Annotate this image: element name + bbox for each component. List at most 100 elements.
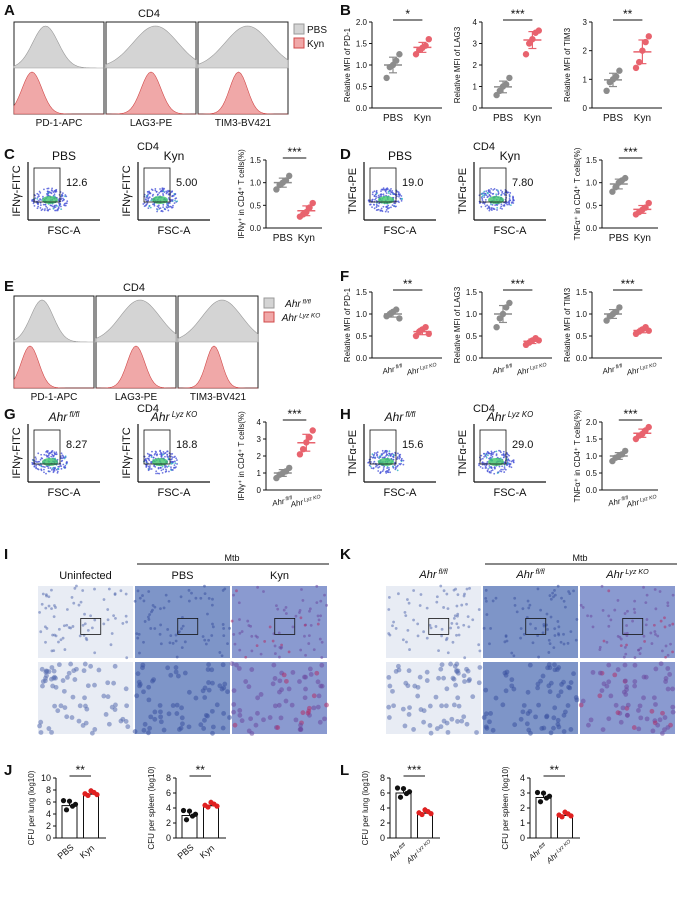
I-tissue-cell xyxy=(109,643,113,647)
K-tissue-cell xyxy=(653,702,658,707)
H-flow-event xyxy=(399,456,401,459)
I-tissue-cell xyxy=(62,705,68,710)
K-tissue-cell xyxy=(671,622,675,626)
C-flow-event xyxy=(44,203,47,206)
D-flow-event xyxy=(380,195,383,198)
I-tissue-cell xyxy=(45,594,48,598)
B3-ytick-label-2: 2 xyxy=(583,47,588,56)
H-flow-event xyxy=(388,452,391,455)
I-tissue-cell xyxy=(298,611,301,614)
K-tissue-cell xyxy=(551,715,557,721)
E-legend-swatch-1 xyxy=(263,311,275,323)
B3-ytick-label-1: 1 xyxy=(583,75,588,84)
K-tissue-cell xyxy=(455,633,458,637)
I-tissue-cell xyxy=(231,702,237,707)
F1-sig-label: ** xyxy=(403,277,413,291)
H-flow-event xyxy=(491,453,494,456)
I-tissue-cell xyxy=(149,627,153,630)
K-tissue-cell xyxy=(405,683,411,689)
I-tissue-cell xyxy=(50,607,53,611)
K-tissue-cell xyxy=(536,587,540,591)
G-flow-event xyxy=(161,465,164,468)
D-flow-event xyxy=(493,208,496,211)
L1-point-0-4 xyxy=(406,789,413,795)
I-tissue-cell xyxy=(214,702,220,708)
I-tissue-cell xyxy=(49,729,54,735)
C-flow-event xyxy=(38,195,40,198)
D-flow-event xyxy=(389,193,392,195)
K-tissue-cell xyxy=(649,708,655,714)
H-flow-event xyxy=(485,464,488,467)
K-tissue-cell xyxy=(606,662,612,668)
H-bar-group-label-1: Ahr Lyz KO xyxy=(625,494,658,509)
K-tissue-cell xyxy=(416,622,420,626)
H-flow-event xyxy=(368,464,371,467)
G-flow-event xyxy=(53,452,56,455)
E-hist-gray-2 xyxy=(177,299,259,343)
L2-point-0-0 xyxy=(534,789,541,796)
I-tissue-cell xyxy=(254,634,258,638)
D-bar-point-0-0 xyxy=(609,188,616,195)
D-flow-event xyxy=(490,187,493,190)
C-flow-event xyxy=(150,188,153,191)
I-tissue-cell xyxy=(44,668,50,674)
G-flow-event xyxy=(147,469,150,472)
D-flow-event xyxy=(392,192,394,194)
K-tissue-cell xyxy=(562,709,568,715)
H-flow-event xyxy=(388,450,391,452)
K-tissue-cell xyxy=(427,723,433,728)
L1-bar-1 xyxy=(417,812,433,839)
K-tissue-cell xyxy=(650,642,654,645)
D-flow-xlabel-0: FSC-A xyxy=(384,225,418,237)
C-flow-event xyxy=(37,205,40,208)
H-gate-value-0: 15.6 xyxy=(402,439,423,451)
panel-letter-h: H xyxy=(340,406,351,423)
K-tissue-cell xyxy=(401,638,405,642)
G-flow-event xyxy=(43,471,45,474)
K-zoom-box-2 xyxy=(622,618,644,635)
H-flow-event xyxy=(381,453,384,456)
K-tissue-cell xyxy=(485,613,489,616)
K-tissue-cell xyxy=(568,592,572,596)
K-tissue-cell xyxy=(433,694,439,700)
G-bar-group-label-1: Ahr Lyz KO xyxy=(289,494,322,509)
I-tissue-cell xyxy=(168,672,174,678)
I-tissue-cell xyxy=(69,626,73,630)
D-flow-event xyxy=(391,190,394,192)
H-bar-group-label-0: Ahr fl/fl xyxy=(606,495,630,508)
A-marker-label-2: TIM3-BV421 xyxy=(215,118,272,129)
I-tissue-cell xyxy=(278,715,284,721)
L1-point-0-2 xyxy=(400,785,407,792)
C-flow-event xyxy=(53,206,55,209)
K-tissue-cell xyxy=(612,672,618,678)
D-flow-event xyxy=(393,202,396,205)
K-tissue-cell xyxy=(444,720,450,726)
B1-point-0-0 xyxy=(383,74,390,82)
K-tissue-cell xyxy=(579,603,583,607)
I-tissue-cell xyxy=(238,648,242,652)
H-flow-event xyxy=(385,449,388,452)
I-tissue-cell xyxy=(119,589,123,593)
I-tissue-cell xyxy=(220,725,226,731)
H-flow-event xyxy=(373,453,376,456)
K-tissue-cell xyxy=(574,638,578,642)
J2-point-0-0 xyxy=(180,807,187,814)
L2-ytick-label-4: 4 xyxy=(520,773,525,783)
K-tissue-cell xyxy=(455,604,459,608)
K-tissue-cell xyxy=(598,645,602,649)
K-tissue-cell xyxy=(483,724,489,730)
C-flow-event xyxy=(159,207,162,210)
D-flow-event xyxy=(481,199,484,201)
I-tissue-cell xyxy=(187,599,191,603)
I-tissue-cell xyxy=(57,627,61,631)
I-tissue-cell xyxy=(106,608,110,611)
K-tissue-cell xyxy=(553,634,557,637)
D-header-1: Kyn xyxy=(500,149,521,163)
J1-bar-1 xyxy=(83,793,99,839)
I-tissue-cell xyxy=(83,720,89,726)
D-flow-event xyxy=(509,204,512,207)
I-tissue-cell xyxy=(231,688,237,694)
K-tissue-cell xyxy=(454,668,459,674)
K-tissue-cell xyxy=(645,618,649,621)
H-bar-ytick-label-3: 1.5 xyxy=(586,435,598,444)
